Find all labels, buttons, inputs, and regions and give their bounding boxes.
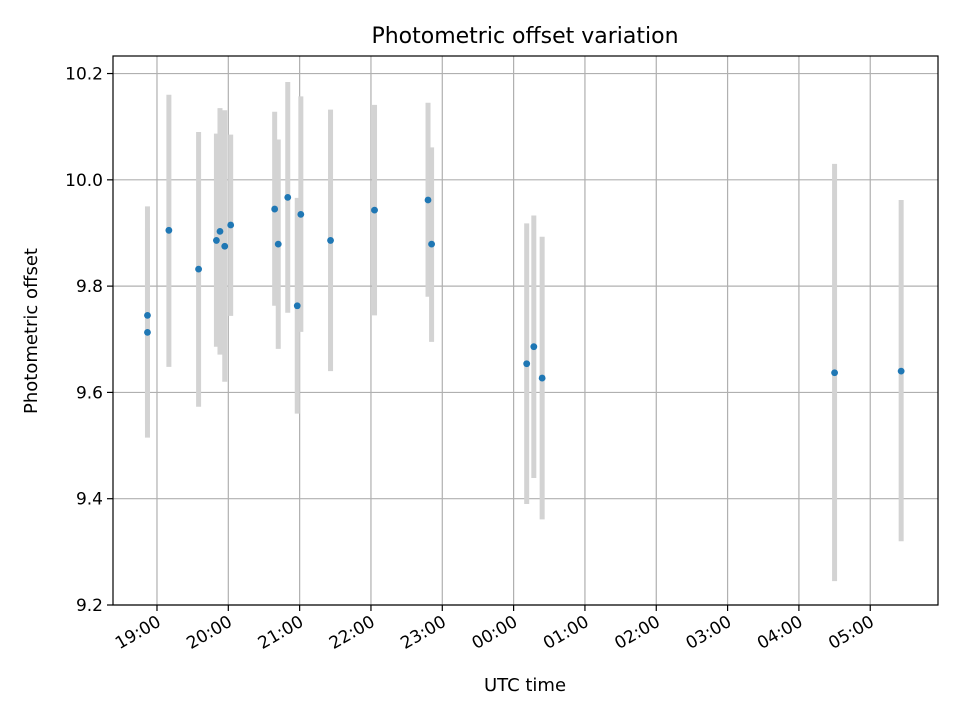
- data-point-19: [538, 374, 546, 382]
- y-tick-label: 9.8: [76, 277, 103, 297]
- plot-frame: [112, 55, 939, 606]
- data-point-14: [371, 206, 378, 214]
- chart-title: Photometric offset variation: [371, 24, 678, 49]
- data-point-12: [297, 210, 305, 218]
- data-point-6: [221, 242, 229, 250]
- data-point-13: [327, 237, 334, 244]
- y-tick-label: 9.2: [76, 596, 103, 616]
- y-tick-label: 10.2: [65, 65, 103, 85]
- y-axis-label: Photometric offset: [21, 248, 42, 414]
- data-points: [144, 193, 905, 382]
- data-point-7: [227, 221, 235, 229]
- data-point-2: [165, 226, 173, 234]
- x-axis-label: UTC time: [484, 675, 566, 696]
- y-tick-label: 10.0: [65, 171, 103, 191]
- data-point-9: [274, 240, 282, 248]
- data-point-21: [897, 367, 905, 375]
- data-point-8: [271, 205, 279, 213]
- y-tick-label: 9.6: [76, 383, 103, 403]
- data-point-1: [144, 328, 151, 336]
- y-axis: 9.2 9.4 9.6 9.8 10.0 10.2: [65, 65, 113, 616]
- data-point-11: [293, 302, 301, 310]
- data-point-18: [530, 343, 538, 351]
- data-point-4: [213, 237, 220, 244]
- y-tick-label: 9.4: [76, 490, 103, 510]
- data-point-20: [831, 369, 838, 377]
- data-point-5: [216, 227, 224, 235]
- data-point-16: [428, 240, 435, 248]
- data-point-0: [144, 311, 151, 319]
- data-point-17: [523, 360, 531, 368]
- grid: [113, 56, 938, 606]
- data-point-10: [284, 193, 292, 201]
- data-point-3: [195, 265, 202, 273]
- data-point-15: [424, 196, 432, 204]
